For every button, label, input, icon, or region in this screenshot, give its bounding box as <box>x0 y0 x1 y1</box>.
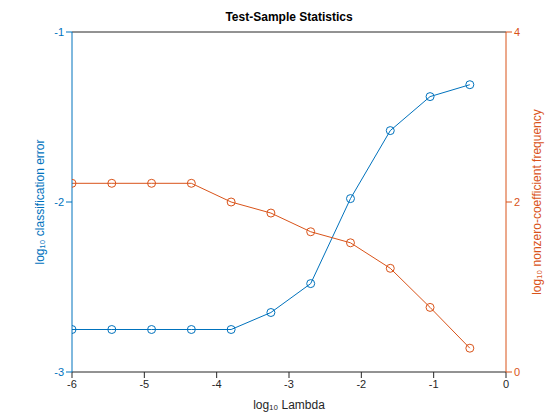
svg-text:-1: -1 <box>54 26 64 38</box>
svg-text:-3: -3 <box>54 366 64 378</box>
svg-text:-1: -1 <box>429 378 439 390</box>
html-text:Test-Sample Statistics: Test-Sample Statistics <box>225 10 353 24</box>
svg-text:4: 4 <box>514 26 520 38</box>
svg-text:-2: -2 <box>356 378 366 390</box>
svg-text:2: 2 <box>514 196 520 208</box>
svg-text:-5: -5 <box>139 378 149 390</box>
svg-text:-3: -3 <box>284 378 294 390</box>
svg-text:0: 0 <box>503 378 509 390</box>
html-text:log₁₀ nonzero-coefficient freq: log₁₀ nonzero-coefficient frequency <box>530 109 544 295</box>
svg-text:-2: -2 <box>54 196 64 208</box>
svg-text:-6: -6 <box>67 378 77 390</box>
svg-text:-4: -4 <box>212 378 222 390</box>
html-text:log₁₀ Lambda: log₁₀ Lambda <box>253 398 325 412</box>
html-text:log₁₀ classification error: log₁₀ classification error <box>33 139 47 265</box>
svg-text:0: 0 <box>514 366 520 378</box>
